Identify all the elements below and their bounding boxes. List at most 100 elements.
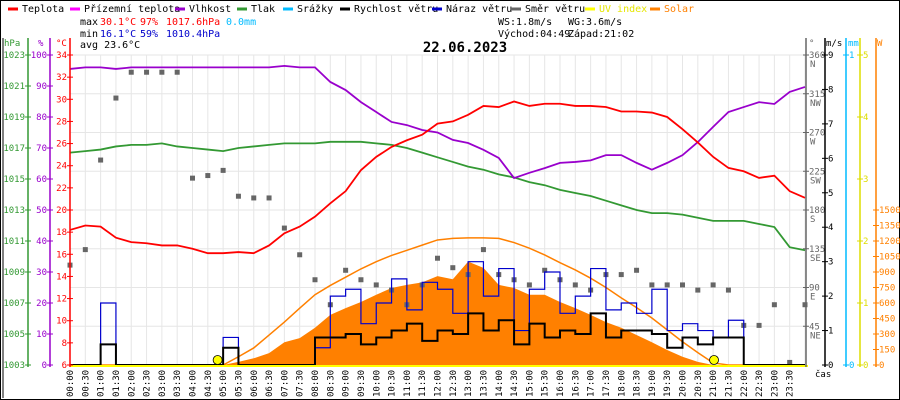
x-tick-label: 03:00 <box>158 370 168 397</box>
x-tick-label: 21:30 <box>724 370 734 397</box>
x-tick-label: 01:30 <box>112 370 122 397</box>
humidity-tick-label: 30 <box>36 268 47 278</box>
wind-direction-point <box>435 255 440 261</box>
x-tick-label: 20:30 <box>694 370 704 397</box>
pressure-tick-label: 1011 <box>3 237 25 247</box>
temperature-tick-label: 12 <box>56 295 67 305</box>
x-tick-label: 17:30 <box>602 370 612 397</box>
stat-avg: avg 23.6°C <box>80 40 140 51</box>
x-tick-label: 02:30 <box>143 370 153 397</box>
pressure-tick-label: 1013 <box>3 206 25 216</box>
x-tick-label: 13:30 <box>479 370 489 397</box>
wind-direction-point <box>128 69 134 75</box>
wind-direction-point <box>205 173 211 179</box>
rain-tick-label: 0 <box>849 361 854 371</box>
rain-tick-label: 1 <box>849 51 854 61</box>
wind-tick-label: 1 <box>828 327 833 337</box>
solar-tick-label: 0 <box>879 361 884 371</box>
wind-direction-point <box>312 277 318 283</box>
legend-label: Tlak <box>251 4 275 15</box>
wind-direction-point <box>695 287 701 293</box>
x-tick-label: 03:30 <box>173 370 183 397</box>
temperature-tick-label: 18 <box>56 228 67 238</box>
temperature-line <box>69 100 806 255</box>
wind-direction-point <box>756 322 762 328</box>
x-tick-label: 04:00 <box>189 370 199 397</box>
wind-direction-point <box>98 157 104 163</box>
temperature-tick-label: 34 <box>56 51 67 61</box>
x-tick-label: 23:30 <box>786 370 796 397</box>
x-tick-label: 19:00 <box>648 370 658 397</box>
direction-tick-label: 135 <box>809 245 825 255</box>
humidity-tick-label: 100 <box>31 51 47 61</box>
humidity-tick-label: 20 <box>36 299 47 309</box>
uv-tick-label: 4 <box>863 113 868 123</box>
temperature-tick-label: 8 <box>62 339 67 349</box>
x-tick-label: 14:00 <box>495 370 505 397</box>
x-tick-label: 07:30 <box>296 370 306 397</box>
pressure-tick-label: 1005 <box>3 330 25 340</box>
wind-direction-point <box>634 267 640 273</box>
x-tick-label: 09:30 <box>357 370 367 397</box>
x-tick-label: 04:30 <box>204 370 214 397</box>
plot-area <box>67 64 808 367</box>
stat-max-temp: 30.1°C <box>100 17 136 28</box>
humidity-tick-label: 50 <box>36 206 47 216</box>
stat-rain: 0.0mm <box>226 17 256 28</box>
stat-min-temp: 16.1°C <box>100 29 136 40</box>
x-tick-label: 09:00 <box>342 370 352 397</box>
legend-label: Směr větru <box>525 3 585 15</box>
legend-label: Přízemní teplota <box>84 3 180 15</box>
x-tick-label: 15:00 <box>525 370 535 397</box>
pressure-tick-label: 1003 <box>3 361 25 371</box>
wind-direction-point <box>251 195 257 201</box>
uv-tick-label: 1 <box>863 299 868 309</box>
x-tick-label: 05:00 <box>219 370 229 397</box>
pressure-axis-unit: hPa <box>4 39 20 49</box>
direction-tick-label: 180 <box>809 206 825 216</box>
direction-tick-label: 360 <box>809 51 825 61</box>
wind-direction-point <box>542 267 548 273</box>
humidity-tick-label: 70 <box>36 144 47 154</box>
x-tick-label: 06:30 <box>265 370 275 397</box>
wind-tick-label: 7 <box>828 120 833 130</box>
humidity-tick-label: 0 <box>42 361 47 371</box>
humidity-tick-label: 60 <box>36 175 47 185</box>
wind-direction-point <box>618 272 624 278</box>
direction-compass-label: SE <box>810 254 821 264</box>
wind-direction-point <box>480 247 486 253</box>
pressure-tick-label: 1015 <box>3 175 25 185</box>
temperature-tick-label: 20 <box>56 206 67 216</box>
uv-tick-label: 3 <box>863 175 868 185</box>
solar-area <box>70 261 805 365</box>
x-tick-label: 19:30 <box>663 370 673 397</box>
x-tick-label: 22:00 <box>740 370 750 397</box>
solar-axis-unit: W <box>877 39 883 49</box>
x-tick-label: 06:00 <box>250 370 260 397</box>
direction-tick-label: 315 <box>809 90 825 100</box>
wind-direction-point <box>725 287 731 293</box>
wind-direction-point <box>174 69 180 75</box>
x-tick-label: 01:00 <box>97 370 107 397</box>
x-tick-label: 12:30 <box>449 370 459 397</box>
wind-direction-point <box>649 282 655 288</box>
pressure-tick-label: 1019 <box>3 113 25 123</box>
wind-tick-label: 2 <box>828 292 833 302</box>
direction-compass-label: NW <box>810 99 821 109</box>
wind-direction-point <box>771 302 777 308</box>
temperature-tick-label: 10 <box>56 317 67 327</box>
wind-tick-label: 4 <box>828 223 833 233</box>
wind-direction-point <box>190 175 195 181</box>
solar-tick-label: 300 <box>879 330 895 340</box>
temperature-tick-label: 22 <box>56 184 67 194</box>
x-axis-label: čas <box>815 369 831 380</box>
humidity-tick-label: 10 <box>36 330 47 340</box>
solar-tick-label: 750 <box>879 284 895 294</box>
x-tick-label: 22:30 <box>755 370 765 397</box>
sunrise-marker <box>212 355 223 365</box>
wind-direction-point <box>373 282 379 288</box>
stat-min-hum: 59% <box>140 29 158 40</box>
solar-tick-label: 1500 <box>879 206 900 216</box>
temperature-tick-label: 14 <box>56 272 67 282</box>
